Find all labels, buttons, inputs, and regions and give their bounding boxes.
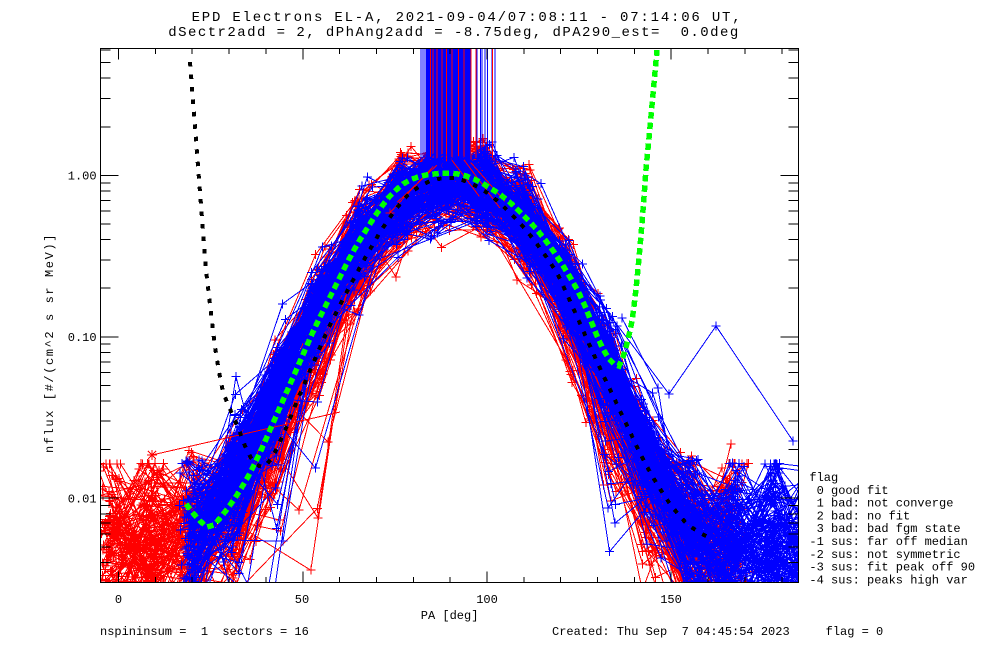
svg-text:flag: flag (809, 471, 838, 485)
svg-text:1 bad: not converge: 1 bad: not converge (809, 497, 953, 511)
svg-text:2 bad: no fit: 2 bad: no fit (809, 509, 910, 523)
svg-text:0.01: 0.01 (68, 493, 97, 507)
svg-text:EPD Electrons EL-A, 2021-09-04: EPD Electrons EL-A, 2021-09-04/07:08:11 … (192, 10, 743, 26)
svg-text:nflux [#/(cm^2 s sr MeV)]: nflux [#/(cm^2 s sr MeV)] (43, 233, 57, 453)
svg-text:0: 0 (115, 593, 122, 607)
svg-text:nspininsum = 1 sectors = 16: nspininsum = 1 sectors = 16 (100, 625, 309, 639)
svg-text:50: 50 (295, 593, 309, 607)
svg-text:1.00: 1.00 (68, 170, 97, 184)
svg-text:-4 sus: peaks high var: -4 sus: peaks high var (809, 573, 967, 587)
svg-text:3 bad: bad fgm state: 3 bad: bad fgm state (809, 522, 960, 536)
svg-text:dSectr2add = 2, dPhAng2add = -: dSectr2add = 2, dPhAng2add = -8.75deg, d… (168, 25, 739, 41)
svg-text:0 good fit: 0 good fit (809, 484, 888, 498)
svg-text:-3 sus: fit peak off 90: -3 sus: fit peak off 90 (809, 561, 975, 575)
svg-text:-1 sus: far off median: -1 sus: far off median (809, 535, 967, 549)
svg-text:0.10: 0.10 (68, 331, 97, 345)
svg-text:Created: Thu Sep 7 04:45:54 2: Created: Thu Sep 7 04:45:54 2023 flag = … (552, 625, 883, 639)
svg-text:-2 sus: not symmetric: -2 sus: not symmetric (809, 548, 960, 562)
svg-text:PA [deg]: PA [deg] (421, 609, 479, 623)
svg-text:100: 100 (476, 593, 498, 607)
svg-text:150: 150 (660, 593, 682, 607)
